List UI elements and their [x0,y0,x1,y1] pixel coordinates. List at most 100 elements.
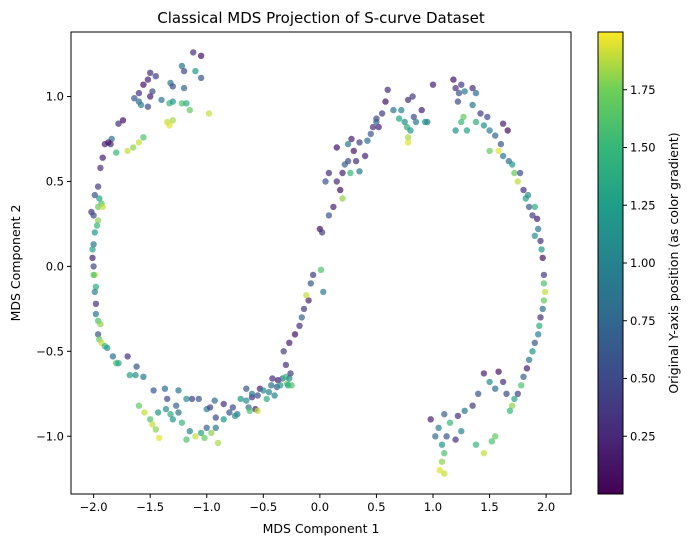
x-axis-label: MDS Component 1 [263,521,380,536]
data-point [475,390,482,397]
data-point [208,429,215,437]
data-point [156,434,163,442]
data-point [503,390,510,397]
data-point [469,402,476,409]
data-point [529,348,536,355]
data-point [325,212,333,219]
data-point [104,344,111,352]
data-point [135,402,143,409]
data-point [384,86,391,94]
data-point [190,49,197,56]
data-point [265,388,273,396]
data-point [115,120,122,127]
data-point [271,392,278,399]
data-point [395,115,403,122]
data-point [499,152,507,160]
data-point [99,203,106,211]
data-point [538,246,545,253]
data-point [94,203,102,211]
data-point [518,382,525,389]
data-point [441,411,448,418]
data-point [115,360,122,367]
y-tick-label: 0.5 [46,174,64,188]
x-tick-label: 2.0 [537,500,555,514]
data-point [169,98,176,105]
data-point [509,161,516,168]
data-point [296,322,303,329]
data-point [97,164,104,172]
data-point [269,375,276,382]
data-point [497,140,505,148]
data-point [192,433,199,440]
data-point [407,127,414,134]
data-point [167,411,174,418]
data-point [531,203,538,211]
data-point [203,424,210,431]
data-point [514,178,521,185]
x-tick-label: 1.0 [424,500,442,514]
data-point [260,387,267,394]
data-point [130,144,137,151]
data-point [288,382,295,389]
colorbar-tick-label: 0.75 [630,314,656,328]
data-point [201,434,208,442]
data-point [454,98,462,105]
data-point [140,373,147,380]
data-point [382,98,389,105]
data-point [307,280,314,287]
data-point [325,169,333,177]
data-point [158,96,165,104]
data-point [317,266,325,273]
data-point [91,229,99,236]
data-point [529,212,536,219]
data-point [254,407,261,414]
data-point [472,89,480,97]
data-point [197,74,205,82]
data-point [441,470,448,477]
data-point [109,353,117,360]
data-point [540,280,548,287]
data-point [140,134,147,141]
data-point [361,152,369,160]
data-point [486,147,493,155]
data-point [477,110,484,117]
data-point [243,385,250,392]
data-point [539,254,546,262]
colorbar-tick-label: 1.25 [630,198,656,212]
data-point [350,147,357,155]
data-point [197,429,205,437]
data-point [492,385,499,392]
data-point [535,331,542,338]
data-point [427,416,434,423]
data-point [91,288,99,296]
data-point [455,89,463,97]
x-tick-label: 0.5 [367,500,385,514]
data-point [229,404,236,411]
y-tick-label: 1.0 [46,90,64,104]
data-point [287,370,294,377]
data-point [516,169,524,177]
data-point [309,271,317,279]
data-point [135,89,143,97]
data-point [520,186,527,194]
plot-frame [70,31,572,495]
data-point [540,271,548,279]
data-point [352,157,360,165]
x-tick-label: −2.0 [80,500,108,514]
data-point [520,373,527,380]
data-point [101,140,109,148]
data-point [541,288,549,296]
data-point [398,106,405,114]
data-point [298,314,305,321]
data-point [333,178,340,185]
data-point [89,254,96,262]
data-point [330,203,337,211]
data-point [226,409,233,416]
data-point [452,436,459,443]
data-point [506,407,514,414]
data-point [367,130,374,138]
data-point [436,467,443,474]
data-point [154,409,162,416]
data-point [318,229,326,236]
